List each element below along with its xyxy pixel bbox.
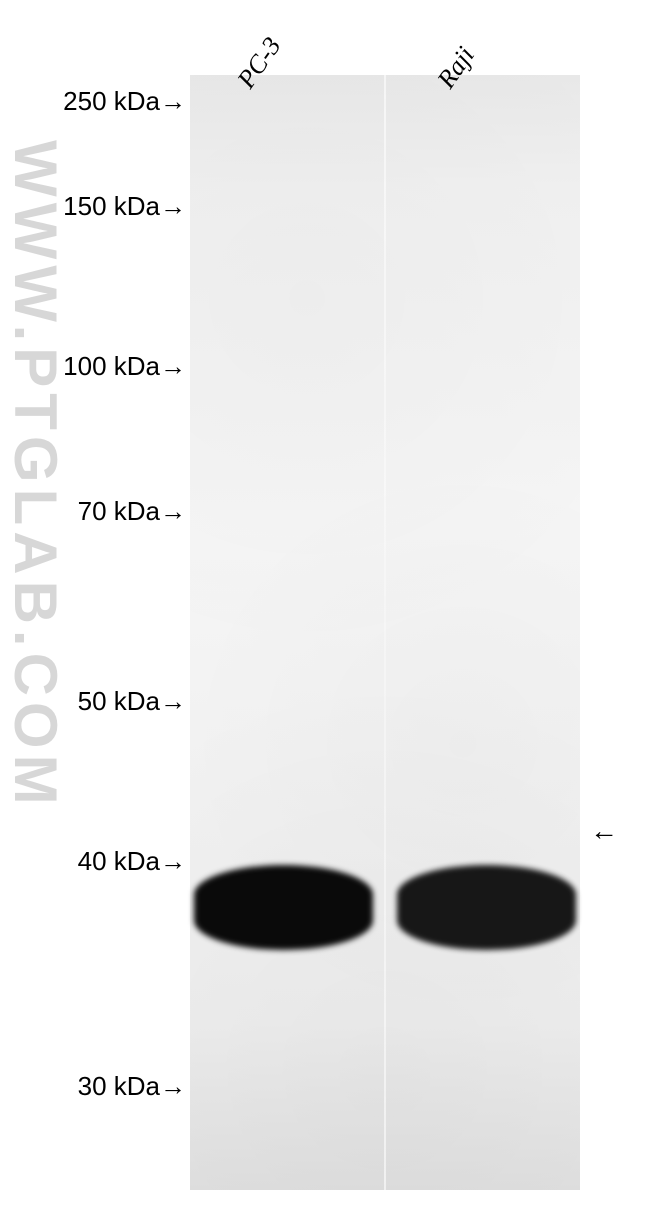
mw-marker-6: 30 kDa→	[78, 1071, 186, 1102]
arrow-right-icon: →	[160, 86, 186, 117]
mw-marker-1: 150 kDa→	[63, 191, 186, 222]
band-0-0	[194, 865, 373, 950]
arrow-right-icon: →	[160, 191, 186, 222]
arrow-left-icon: ←	[590, 815, 618, 846]
band-row-0	[190, 865, 580, 950]
arrow-right-icon: →	[160, 496, 186, 527]
mw-marker-2: 100 kDa→	[63, 351, 186, 382]
band-0-1	[397, 865, 576, 950]
blot-membrane	[190, 75, 580, 1190]
mw-marker-5: 40 kDa→	[78, 846, 186, 877]
lane-divider	[384, 75, 386, 1190]
arrow-right-icon: →	[160, 846, 186, 877]
arrow-right-icon: →	[160, 686, 186, 717]
mw-marker-4: 50 kDa→	[78, 686, 186, 717]
mw-marker-3: 70 kDa→	[78, 496, 186, 527]
arrow-right-icon: →	[160, 1071, 186, 1102]
arrow-right-icon: →	[160, 351, 186, 382]
watermark-text: WWW.PTGLAB.COM	[1, 140, 70, 811]
result-band-arrow: ←	[590, 815, 618, 847]
mw-marker-0: 250 kDa→	[63, 86, 186, 117]
